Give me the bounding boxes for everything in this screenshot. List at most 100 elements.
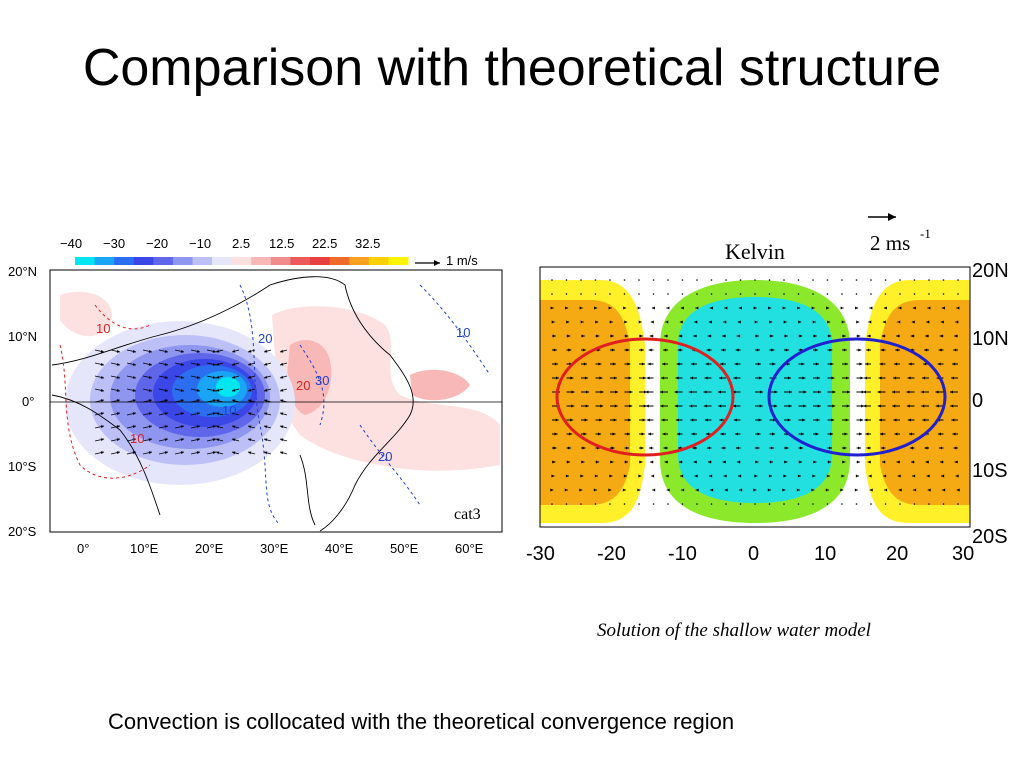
wind-arrowhead	[637, 488, 641, 492]
wind-arrowhead	[551, 320, 555, 324]
wind-arrowhead	[829, 446, 833, 450]
wind-arrowhead	[846, 404, 850, 408]
wind-arrowhead	[922, 418, 926, 422]
wind-dot	[696, 293, 698, 295]
wind-arrowhead	[212, 438, 216, 442]
x-tick-label: 20	[886, 543, 908, 565]
wind-arrowhead	[116, 349, 120, 353]
wind-arrowhead	[662, 432, 666, 436]
right-y-axis: 20N 10N 0 10S 20S	[972, 260, 1009, 548]
wind-arrowhead	[280, 412, 284, 416]
wind-arrowhead	[216, 388, 220, 392]
wind-arrowhead	[721, 348, 725, 352]
reference-vector-label: 1 m/s	[446, 253, 478, 268]
wind-arrowhead	[148, 451, 152, 455]
wind-arrowhead	[866, 348, 870, 352]
wind-arrowhead	[612, 362, 616, 366]
wind-arrowhead	[771, 348, 775, 352]
wind-arrowhead	[704, 376, 708, 380]
wind-arrowhead	[858, 348, 862, 352]
wind-arrowhead	[733, 418, 737, 422]
wind-arrowhead	[676, 362, 680, 366]
wind-arrowhead	[856, 320, 860, 324]
wind-arrowhead	[100, 388, 104, 392]
wind-arrowhead	[627, 432, 631, 436]
wind-dot	[826, 279, 829, 281]
wind-arrowhead	[584, 418, 588, 422]
wind-dot	[899, 293, 901, 295]
wind-arrowhead	[818, 390, 822, 394]
wind-arrowhead	[116, 451, 120, 455]
wind-arrowhead	[911, 460, 915, 464]
wind-arrowhead	[264, 375, 268, 379]
wind-arrowhead	[628, 376, 632, 380]
wind-arrowhead	[660, 404, 664, 408]
wind-arrowhead	[550, 306, 554, 310]
wind-arrowhead	[148, 412, 152, 416]
wind-arrowhead	[858, 446, 862, 450]
wind-arrowhead	[840, 306, 844, 310]
wind-dot	[768, 279, 771, 281]
wind-arrowhead	[691, 432, 695, 436]
wind-arrowhead	[148, 425, 152, 429]
wind-arrowhead	[196, 388, 200, 392]
wind-arrowhead	[248, 412, 252, 416]
wind-arrowhead	[594, 474, 598, 478]
wind-arrowhead	[953, 348, 957, 352]
wind-arrowhead	[950, 404, 954, 408]
wind-arrowhead	[594, 306, 598, 310]
wind-arrowhead	[212, 399, 216, 403]
wind-arrowhead	[148, 399, 152, 403]
wind-arrowhead	[164, 399, 168, 403]
wind-arrowhead	[908, 362, 912, 366]
wind-arrowhead	[883, 474, 887, 478]
wind-arrowhead	[789, 390, 793, 394]
wind-dot	[855, 279, 858, 281]
wind-arrowhead	[759, 404, 763, 408]
y-tick-label: 0	[972, 390, 983, 412]
wind-arrowhead	[232, 362, 236, 366]
wind-arrowhead	[638, 320, 642, 324]
wind-arrowhead	[216, 399, 220, 403]
contour-label: 30	[315, 373, 329, 388]
wind-arrowhead	[680, 306, 684, 310]
wind-arrowhead	[864, 376, 868, 380]
wind-dot	[623, 503, 626, 505]
wind-arrowhead	[893, 376, 897, 380]
wind-arrowhead	[132, 425, 136, 429]
colorbar-swatch	[114, 257, 135, 265]
wind-arrowhead	[645, 390, 649, 394]
wind-arrowhead	[868, 320, 872, 324]
panel-label: cat3	[454, 506, 481, 523]
wind-arrowhead	[180, 362, 184, 366]
wind-arrowhead	[710, 488, 714, 492]
wind-arrowhead	[724, 306, 728, 310]
wind-arrowhead	[264, 425, 268, 429]
wind-arrowhead	[679, 320, 683, 324]
wind-arrowhead	[248, 349, 252, 353]
wind-arrowhead	[755, 460, 759, 464]
wind-arrowhead	[164, 425, 168, 429]
colorbar-label: −20	[146, 236, 168, 251]
wind-arrowhead	[913, 488, 917, 492]
wind-arrowhead	[845, 376, 849, 380]
contour-lines	[59, 284, 491, 526]
wind-arrowhead	[841, 474, 845, 478]
wind-arrowhead	[843, 446, 847, 450]
wind-arrowhead	[892, 404, 896, 408]
wind-arrowhead	[802, 418, 806, 422]
wind-arrowhead	[652, 488, 656, 492]
wind-arrowhead	[843, 348, 847, 352]
wind-arrowhead	[679, 460, 683, 464]
colorbar-swatch	[133, 257, 154, 265]
wind-arrowhead	[812, 320, 816, 324]
wind-dot	[638, 293, 640, 295]
wind-arrowhead	[663, 348, 667, 352]
wind-arrowhead	[891, 390, 895, 394]
wind-arrowhead	[629, 404, 633, 408]
wind-arrowhead	[212, 375, 216, 379]
wind-dot	[652, 503, 655, 505]
wind-arrowhead	[569, 432, 573, 436]
wind-arrowhead	[164, 362, 168, 366]
wind-dot	[725, 279, 727, 281]
